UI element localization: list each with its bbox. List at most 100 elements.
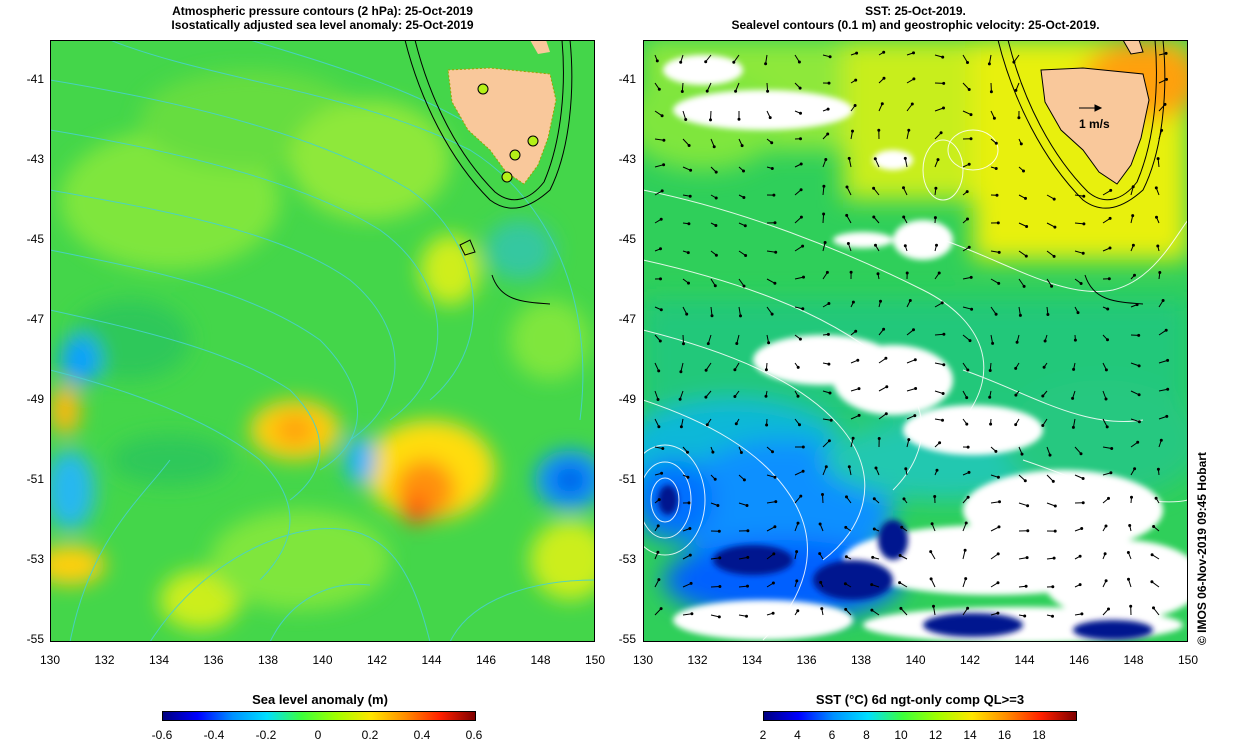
colorbar-tick-label: -0.4 — [203, 728, 225, 742]
velocity-arrow-head — [1019, 142, 1023, 146]
velocity-arrow-head — [1109, 471, 1113, 475]
velocity-scale-arrow — [1079, 104, 1103, 112]
velocity-arrow-head — [660, 114, 664, 118]
right-panel-title: SST: 25-Oct-2019. Sealevel contours (0.1… — [643, 4, 1188, 32]
velocity-arrow-head — [818, 522, 822, 526]
velocity-arrow-head — [680, 90, 684, 93]
velocity-arrow-head — [1024, 254, 1028, 258]
lon-tick-label: 136 — [796, 653, 817, 667]
velocity-arrow-head — [912, 51, 915, 55]
velocity-arrow-head — [1014, 393, 1018, 397]
lon-tick-label: 134 — [741, 653, 763, 667]
velocity-arrow-head — [913, 414, 917, 418]
lat-tick-label: -53 — [26, 552, 44, 566]
velocity-arrow-head — [905, 271, 909, 275]
velocity-arrow-head — [1050, 284, 1054, 288]
velocity-arrow-head — [851, 300, 855, 304]
velocity-arrow-head — [714, 196, 718, 200]
velocity-arrow-head — [903, 156, 907, 160]
velocity-arrow-head — [995, 193, 999, 197]
velocity-arrow-head — [1104, 397, 1108, 401]
velocity-arrow-head — [942, 363, 946, 367]
velocity-arrow-head — [732, 60, 736, 64]
velocity-arrow-head — [1158, 271, 1162, 274]
velocity-arrow-head — [1137, 420, 1141, 424]
velocity-arrow-head — [997, 525, 1001, 529]
velocity-arrow-head — [743, 224, 747, 228]
velocity-arrow-head — [994, 141, 998, 145]
sla-colorbar — [162, 711, 476, 721]
colorbar-tick-label: 0.6 — [465, 728, 483, 742]
tasmania-land-sst — [1040, 67, 1150, 185]
velocity-arrow-head — [1108, 216, 1112, 220]
velocity-arrow-head — [1108, 246, 1112, 250]
velocity-arrow-head — [657, 425, 661, 429]
velocity-arrow-head — [936, 158, 940, 162]
velocity-arrow-head — [967, 162, 971, 166]
velocity-arrow-head — [1131, 243, 1135, 247]
velocity-arrow-head — [826, 332, 830, 336]
lat-tick-label: -49 — [26, 392, 44, 406]
velocity-arrow-head — [657, 578, 661, 582]
velocity-arrow-head — [935, 243, 938, 247]
velocity-arrow-head — [903, 244, 907, 248]
velocity-arrow-head — [717, 615, 721, 619]
velocity-arrow-head — [1152, 525, 1156, 528]
imos-credit: © IMOS 06-Nov-2019 09:45 Hobart — [1195, 452, 1209, 645]
velocity-arrow-head — [734, 89, 738, 93]
velocity-arrow-head — [1053, 529, 1057, 533]
velocity-arrow-head — [655, 59, 659, 63]
velocity-arrow-head — [774, 250, 778, 254]
lat-tick-label: -49 — [618, 392, 636, 406]
velocity-arrow-head — [935, 468, 939, 472]
velocity-arrow-head — [1080, 612, 1084, 616]
velocity-arrow-head — [1137, 364, 1141, 368]
velocity-arrow-head — [768, 116, 772, 120]
velocity-arrow-head — [705, 423, 709, 427]
velocity-arrow-head — [941, 418, 944, 422]
lat-tick-label: -41 — [26, 72, 44, 86]
velocity-arrow-head — [801, 445, 805, 449]
velocity-arrow-head — [964, 521, 968, 525]
velocity-arrow-head — [1154, 186, 1158, 190]
velocity-arrow-head — [1133, 273, 1136, 277]
lat-tick-label: -41 — [618, 72, 636, 86]
velocity-arrow-head — [713, 477, 717, 481]
velocity-arrow-head — [912, 77, 916, 81]
velocity-arrow-head — [1110, 447, 1114, 450]
velocity-arrow-head — [682, 342, 685, 346]
velocity-arrow-head — [899, 606, 903, 610]
velocity-arrow-head — [997, 281, 1001, 285]
velocity-arrow-head — [1165, 77, 1168, 81]
velocity-arrow-head — [872, 527, 876, 531]
velocity-arrow-head — [1053, 504, 1057, 508]
velocity-arrow-head — [770, 141, 774, 145]
velocity-arrow-head — [826, 132, 830, 136]
velocity-arrow-head — [933, 495, 937, 498]
velocity-arrow-head — [966, 61, 969, 64]
colorbar-tick-label: -0.2 — [255, 728, 277, 742]
velocity-arrow-head — [933, 216, 937, 220]
velocity-arrow-head — [679, 370, 683, 374]
velocity-arrow-head — [773, 221, 777, 225]
velocity-arrow-head — [796, 365, 800, 369]
velocity-arrow-head — [1079, 452, 1083, 456]
velocity-arrow-head — [687, 501, 691, 505]
velocity-arrow-head — [801, 244, 805, 248]
velocity-arrow-head — [1104, 579, 1108, 583]
velocity-arrow-head — [686, 251, 690, 255]
velocity-arrow-head — [939, 131, 943, 135]
velocity-arrow-head — [1051, 585, 1055, 589]
velocity-arrow-head — [1043, 339, 1047, 343]
lon-tick-label: 130 — [39, 653, 61, 667]
velocity-arrow-head — [714, 224, 718, 227]
velocity-arrow-head — [1079, 282, 1083, 285]
velocity-arrow-head — [802, 275, 805, 279]
colorbar-tick-label: 2 — [759, 728, 767, 742]
velocity-arrow-head — [996, 611, 1000, 615]
geostrophic-velocity-arrows — [654, 50, 1170, 619]
velocity-arrow-head — [874, 243, 877, 247]
velocity-arrow-head — [799, 137, 802, 141]
velocity-arrow-head — [706, 342, 710, 346]
velocity-arrow — [794, 245, 803, 252]
